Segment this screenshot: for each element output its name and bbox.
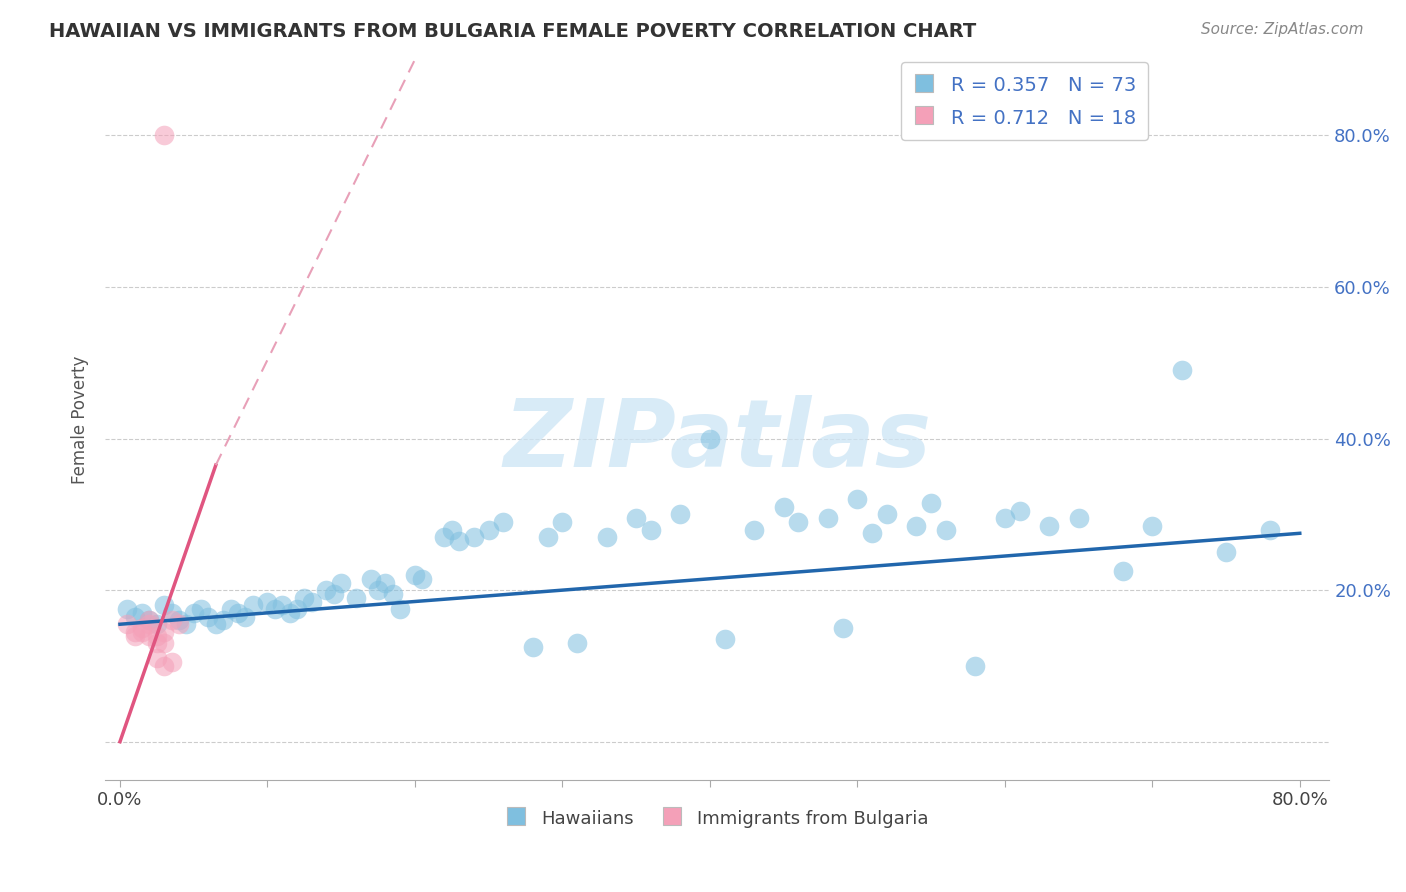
Point <box>292 591 315 605</box>
Point <box>146 629 169 643</box>
Point <box>146 617 169 632</box>
Point <box>381 587 404 601</box>
Point <box>449 533 471 548</box>
Point <box>817 511 839 525</box>
Point <box>492 515 515 529</box>
Point <box>1112 564 1135 578</box>
Text: ZIPatlas: ZIPatlas <box>503 395 931 487</box>
Point <box>146 636 169 650</box>
Point <box>713 632 735 647</box>
Point <box>994 511 1017 525</box>
Point <box>271 599 294 613</box>
Point <box>411 572 433 586</box>
Point <box>1038 518 1060 533</box>
Point <box>478 523 501 537</box>
Point <box>138 614 160 628</box>
Point <box>1215 545 1237 559</box>
Point <box>190 602 212 616</box>
Point <box>344 591 367 605</box>
Point <box>1171 363 1194 377</box>
Point <box>522 640 544 654</box>
Point <box>278 606 301 620</box>
Point <box>176 617 198 632</box>
Point <box>256 594 278 608</box>
Point <box>905 518 928 533</box>
Text: HAWAIIAN VS IMMIGRANTS FROM BULGARIA FEMALE POVERTY CORRELATION CHART: HAWAIIAN VS IMMIGRANTS FROM BULGARIA FEM… <box>49 22 976 41</box>
Point <box>699 432 721 446</box>
Point <box>404 568 426 582</box>
Point <box>965 659 987 673</box>
Point <box>219 602 242 616</box>
Point <box>233 609 256 624</box>
Point <box>242 599 264 613</box>
Point <box>315 583 337 598</box>
Point <box>640 523 662 537</box>
Point <box>537 530 560 544</box>
Point <box>440 523 463 537</box>
Point <box>360 572 382 586</box>
Point <box>204 617 226 632</box>
Point <box>160 655 183 669</box>
Text: Source: ZipAtlas.com: Source: ZipAtlas.com <box>1201 22 1364 37</box>
Point <box>876 508 898 522</box>
Point <box>212 614 235 628</box>
Point <box>131 606 153 620</box>
Point <box>1067 511 1090 525</box>
Point <box>624 511 647 525</box>
Point <box>389 602 412 616</box>
Point <box>146 651 169 665</box>
Point <box>138 614 160 628</box>
Point <box>742 523 765 537</box>
Point <box>301 594 323 608</box>
Point <box>153 128 176 143</box>
Point <box>263 602 285 616</box>
Point <box>920 496 942 510</box>
Point <box>860 526 883 541</box>
Point <box>160 606 183 620</box>
Point <box>787 515 810 529</box>
Legend: Hawaiians, Immigrants from Bulgaria: Hawaiians, Immigrants from Bulgaria <box>498 800 936 836</box>
Point <box>433 530 456 544</box>
Point <box>831 621 853 635</box>
Point <box>124 629 146 643</box>
Point <box>1008 503 1031 517</box>
Point <box>131 621 153 635</box>
Point <box>565 636 588 650</box>
Point <box>160 614 183 628</box>
Point <box>935 523 957 537</box>
Point <box>153 659 176 673</box>
Point <box>285 602 308 616</box>
Point <box>138 617 160 632</box>
Point <box>153 599 176 613</box>
Point <box>153 624 176 639</box>
Point <box>322 587 344 601</box>
Point <box>330 575 353 590</box>
Point <box>595 530 617 544</box>
Point <box>551 515 574 529</box>
Point <box>124 609 146 624</box>
Point <box>669 508 692 522</box>
Point <box>463 530 485 544</box>
Point <box>117 602 139 616</box>
Point <box>153 636 176 650</box>
Point <box>374 575 396 590</box>
Point <box>846 492 869 507</box>
Point <box>367 583 389 598</box>
Point <box>183 606 205 620</box>
Point <box>197 609 219 624</box>
Point <box>1258 523 1281 537</box>
Point <box>131 624 153 639</box>
Point <box>1142 518 1164 533</box>
Point <box>117 617 139 632</box>
Y-axis label: Female Poverty: Female Poverty <box>72 355 89 483</box>
Point <box>167 617 190 632</box>
Point <box>124 624 146 639</box>
Point <box>772 500 794 514</box>
Point <box>226 606 249 620</box>
Point <box>167 614 190 628</box>
Point <box>138 629 160 643</box>
